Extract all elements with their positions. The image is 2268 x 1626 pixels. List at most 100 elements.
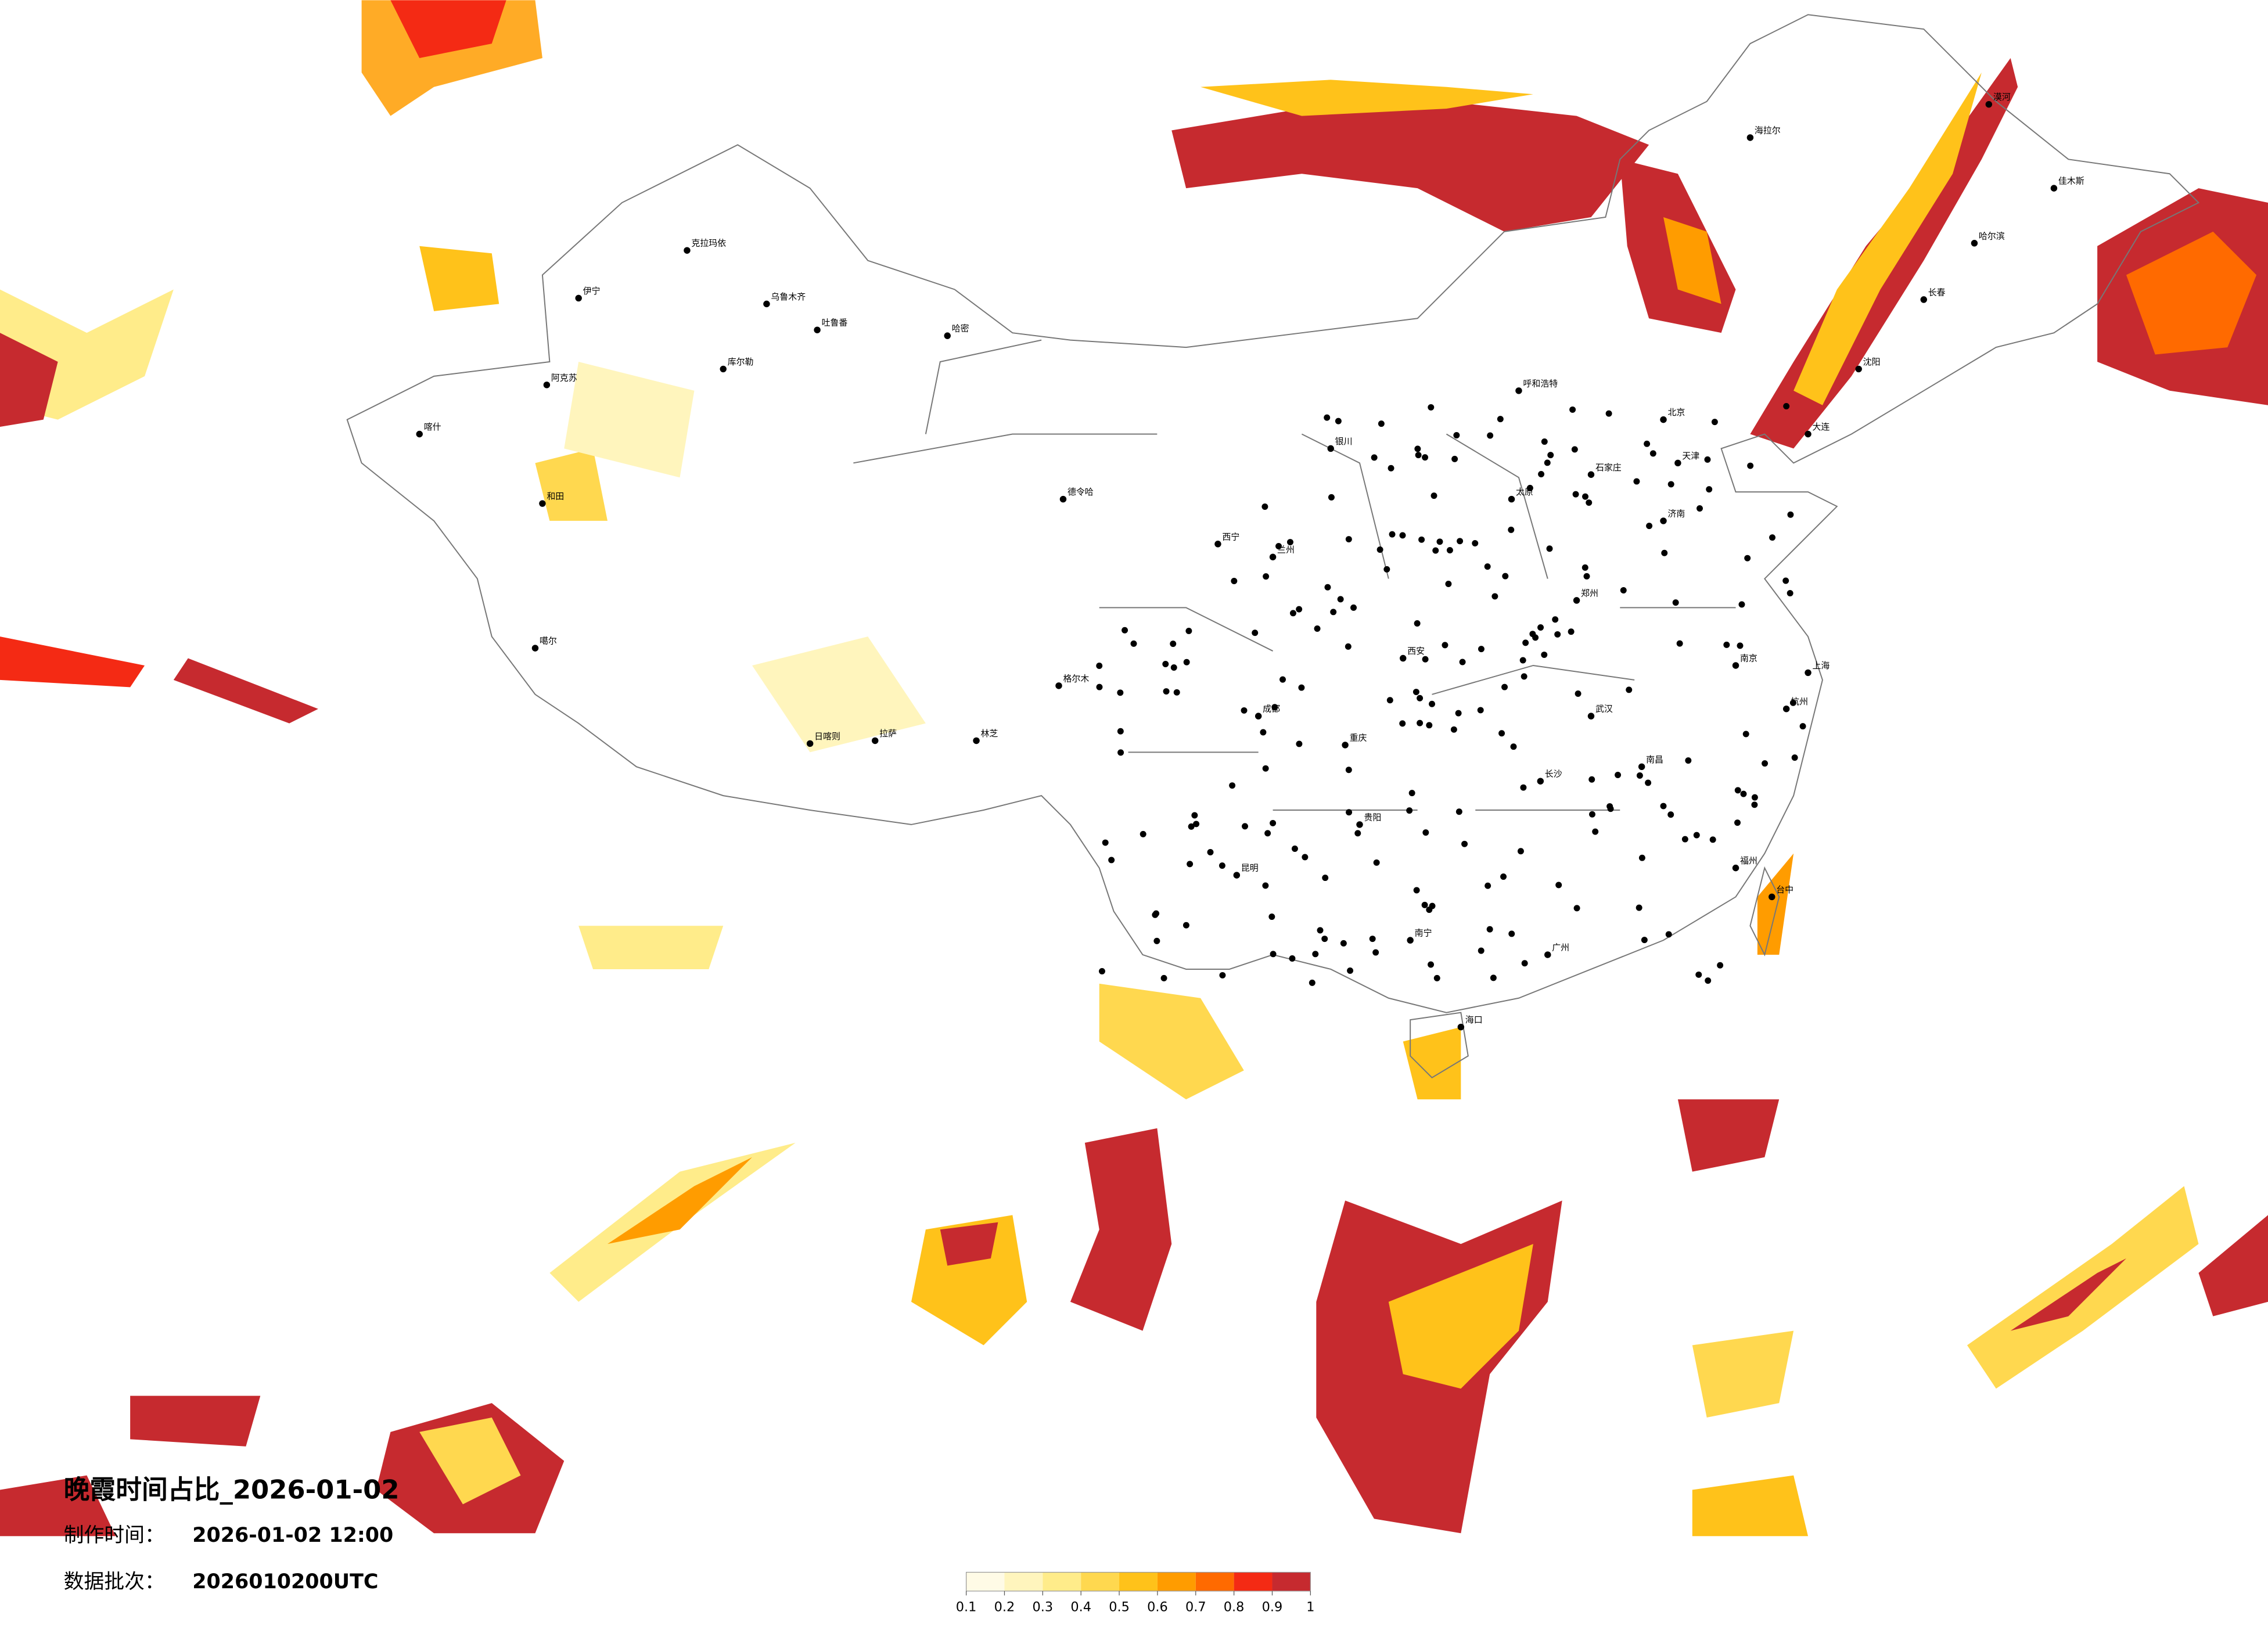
city-marker xyxy=(1805,430,1811,438)
city-marker xyxy=(1346,809,1353,816)
city-marker xyxy=(1350,604,1357,611)
city-label: 北京 xyxy=(1667,407,1685,418)
city-marker xyxy=(1674,459,1681,467)
city-marker xyxy=(1478,646,1485,653)
city-marker xyxy=(1059,495,1067,503)
city-marker xyxy=(1233,872,1241,879)
city-marker xyxy=(1672,599,1679,606)
city-marker xyxy=(1455,710,1462,717)
city-label: 石家庄 xyxy=(1595,462,1622,473)
city-marker xyxy=(1098,967,1105,974)
city-marker xyxy=(1709,836,1716,843)
city-marker xyxy=(1214,541,1221,548)
colorbar-tick-label: 0.2 xyxy=(994,1600,1015,1615)
city-marker xyxy=(1296,606,1303,613)
city-marker xyxy=(1519,657,1526,664)
city-marker xyxy=(1789,699,1796,706)
colorbar-tick-label: 0.8 xyxy=(1224,1600,1245,1615)
city-label: 乌鲁木齐 xyxy=(771,292,806,302)
city-marker xyxy=(973,737,980,744)
city-marker xyxy=(1985,100,1993,108)
city-marker xyxy=(1541,652,1548,659)
city-marker xyxy=(1588,776,1595,783)
city-marker xyxy=(1163,688,1170,695)
city-label: 西安 xyxy=(1407,646,1425,656)
city-marker xyxy=(1661,549,1668,556)
colorbar-frame xyxy=(965,1571,1311,1592)
city-marker xyxy=(1408,790,1415,797)
city-marker xyxy=(1193,821,1200,828)
colorbar-swatch xyxy=(1272,1572,1311,1591)
city-marker xyxy=(1407,937,1414,944)
city-marker xyxy=(1633,478,1640,485)
city-marker xyxy=(1676,640,1683,647)
colorbar-tick-label: 0.4 xyxy=(1070,1600,1091,1615)
city-marker xyxy=(539,500,546,507)
city-marker xyxy=(1636,904,1642,911)
city-marker xyxy=(1732,864,1739,872)
city-marker xyxy=(1526,484,1533,491)
city-marker xyxy=(1582,493,1588,500)
city-marker xyxy=(1330,609,1337,616)
city-marker xyxy=(1515,387,1522,394)
city-marker xyxy=(1520,784,1527,791)
city-marker xyxy=(1517,848,1524,855)
city-marker xyxy=(1183,659,1190,665)
city-marker xyxy=(1762,760,1769,767)
city-marker xyxy=(1695,971,1702,978)
city-marker xyxy=(1457,1023,1465,1031)
city-marker xyxy=(1500,873,1507,880)
city-marker xyxy=(1421,901,1428,908)
city-marker xyxy=(1383,566,1390,573)
city-marker xyxy=(1497,416,1504,423)
city-marker xyxy=(1342,742,1349,749)
city-marker xyxy=(871,737,879,744)
city-label: 克拉玛依 xyxy=(691,238,726,249)
city-marker xyxy=(1638,854,1645,861)
city-marker xyxy=(1445,581,1452,587)
city-marker xyxy=(1855,365,1862,373)
city-marker xyxy=(416,430,423,438)
city-marker xyxy=(1538,471,1545,477)
city-marker xyxy=(1711,419,1718,426)
country-border xyxy=(346,14,2200,1079)
city-marker xyxy=(1522,639,1529,646)
data-batch-label: 数据批次： xyxy=(64,1570,165,1593)
city-marker xyxy=(1478,947,1485,954)
colorbar-swatch xyxy=(1195,1572,1234,1591)
city-marker xyxy=(1260,729,1267,736)
city-marker xyxy=(1229,782,1236,789)
city-marker xyxy=(1490,974,1497,981)
city-label: 台中 xyxy=(1776,884,1793,895)
city-marker xyxy=(1207,849,1214,855)
colorbar-tick-label: 1 xyxy=(1306,1600,1314,1615)
city-marker xyxy=(1412,689,1419,696)
city-marker xyxy=(684,247,691,254)
city-marker xyxy=(1704,456,1711,463)
city-marker xyxy=(1783,402,1790,409)
city-marker xyxy=(1592,828,1599,835)
city-label: 南京 xyxy=(1740,653,1757,664)
city-marker xyxy=(1406,807,1413,814)
city-marker xyxy=(1263,573,1270,580)
city-marker xyxy=(1547,452,1554,459)
city-marker xyxy=(1665,931,1672,938)
city-label: 西宁 xyxy=(1222,531,1239,542)
city-marker xyxy=(1289,610,1296,617)
city-marker xyxy=(1324,414,1331,421)
city-label: 和田 xyxy=(547,491,564,502)
city-label: 哈尔滨 xyxy=(1979,231,2005,241)
city-marker xyxy=(1457,538,1464,545)
city-marker xyxy=(1270,819,1277,826)
city-marker xyxy=(1461,840,1468,847)
city-marker xyxy=(1264,830,1271,837)
colorbar: 0.1 0.2 0.3 0.4 0.5 0.6 0.7 0.8 0.9 1 xyxy=(956,1571,1314,1615)
city-marker xyxy=(1508,930,1515,937)
city-marker xyxy=(1388,465,1394,472)
city-marker xyxy=(1340,940,1347,947)
city-label: 太原 xyxy=(1516,487,1533,497)
city-label: 哈密 xyxy=(952,323,969,334)
city-marker xyxy=(1399,720,1406,727)
city-marker xyxy=(1414,445,1421,452)
